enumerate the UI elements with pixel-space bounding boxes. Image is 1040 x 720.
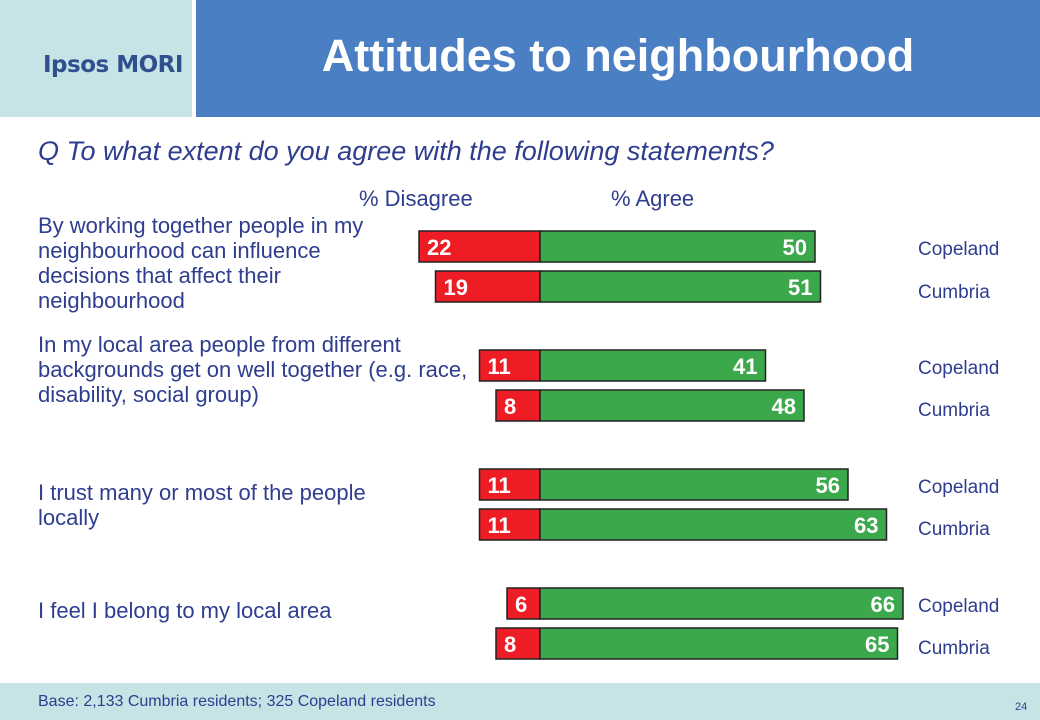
header-divider: [192, 0, 196, 117]
statement-1: By working together people in my neighbo…: [38, 213, 364, 313]
agree-column-header: % Agree: [611, 186, 695, 211]
agree-bar-copeland-3: [539, 468, 849, 501]
agree-bar-cumbria-3: [539, 508, 888, 541]
area-label-cumbria-4: Cumbria: [918, 638, 990, 659]
area-label-copeland-4: Copeland: [918, 596, 1000, 617]
disagree-bar-cumbria-3: [478, 508, 541, 541]
disagree-value-copeland-4: 6: [515, 592, 527, 617]
agree-bar-cumbria-2: [539, 389, 805, 422]
disagree-bar-cumbria-2: [495, 389, 541, 422]
area-label-cumbria-2: Cumbria: [918, 400, 990, 421]
disagree-value-cumbria-4: 8: [504, 632, 516, 657]
agree-bar-cumbria-1: [539, 270, 822, 303]
agree-value-cumbria-4: 65: [865, 632, 889, 657]
area-label-copeland-3: Copeland: [918, 477, 1000, 498]
agree-bar-copeland-2: [539, 349, 767, 382]
disagree-value-copeland-1: 22: [427, 235, 451, 260]
agree-bar-copeland-1: [539, 230, 816, 263]
agree-value-copeland-2: 41: [733, 354, 757, 379]
agree-value-copeland-3: 56: [816, 473, 840, 498]
area-label-copeland-1: Copeland: [918, 239, 1000, 260]
area-label-cumbria-3: Cumbria: [918, 519, 990, 540]
agree-value-cumbria-2: 48: [772, 394, 796, 419]
agree-value-cumbria-1: 51: [788, 275, 812, 300]
agree-value-copeland-1: 50: [783, 235, 807, 260]
base-note: Base: 2,133 Cumbria residents; 325 Copel…: [38, 693, 436, 710]
statement-2: In my local area people from different b…: [38, 332, 468, 407]
disagree-column-header: % Disagree: [359, 186, 473, 211]
statement-4: I feel I belong to my local area: [38, 598, 332, 623]
page-title: Attitudes to neighbourhood: [321, 30, 915, 81]
agree-value-cumbria-3: 63: [854, 513, 878, 538]
agree-bar-cumbria-4: [539, 627, 899, 660]
disagree-bar-copeland-3: [478, 468, 541, 501]
area-label-cumbria-1: Cumbria: [918, 282, 990, 303]
agree-value-copeland-4: 66: [871, 592, 895, 617]
survey-question: Q To what extent do you agree with the f…: [38, 136, 774, 166]
page-number: 24: [1015, 701, 1028, 713]
footer-bar: [0, 683, 1040, 720]
area-label-copeland-2: Copeland: [918, 358, 1000, 379]
disagree-value-cumbria-3: 11: [488, 513, 511, 538]
statement-3: I trust many or most of the people local…: [38, 480, 366, 530]
disagree-value-cumbria-2: 8: [504, 394, 516, 419]
disagree-value-cumbria-1: 19: [444, 275, 468, 300]
disagree-value-copeland-3: 11: [488, 473, 511, 498]
agree-bar-copeland-4: [539, 587, 904, 620]
logo-panel: Ipsos MORI: [0, 0, 192, 117]
disagree-value-copeland-2: 11: [488, 354, 511, 379]
disagree-bar-cumbria-4: [495, 627, 541, 660]
title-bar: Attitudes to neighbourhood: [196, 0, 1040, 117]
ipsos-mori-logo: Ipsos MORI: [43, 52, 183, 78]
